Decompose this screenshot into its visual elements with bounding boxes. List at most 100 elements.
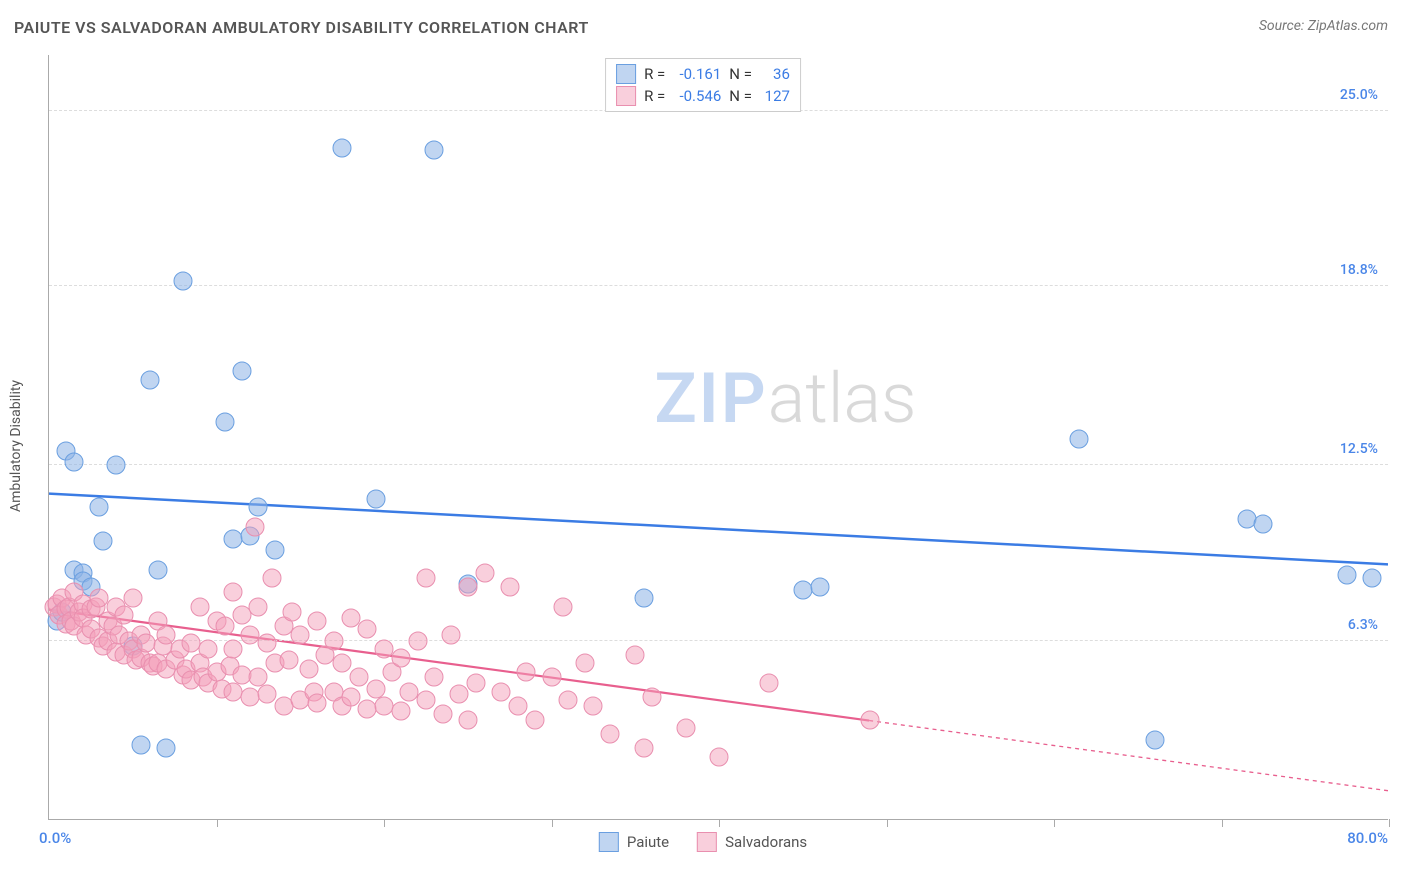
r-value: -0.546 [671, 87, 721, 105]
r-label: R = [644, 87, 665, 105]
paiute-point [232, 362, 251, 381]
paiute-point [157, 739, 176, 758]
paiute-point [333, 138, 352, 157]
y-tick-label: 18.8% [1340, 262, 1378, 278]
salvadoran-point [467, 674, 486, 693]
paiute-point [93, 532, 112, 551]
salvadoran-point [341, 688, 360, 707]
x-tick [1389, 819, 1390, 827]
salvadoran-point [542, 668, 561, 687]
salvadoran-point [442, 625, 461, 644]
salvadoran-point [710, 747, 729, 766]
x-tick [1222, 819, 1223, 827]
legend-swatch-icon [616, 86, 636, 106]
salvadoran-point [416, 569, 435, 588]
x-axis-min-label: 0.0% [39, 829, 71, 847]
y-tick-label: 12.5% [1340, 441, 1378, 457]
paiute-point [1254, 515, 1273, 534]
salvadoran-point [416, 691, 435, 710]
x-tick [384, 819, 385, 827]
x-tick [1054, 819, 1055, 827]
salvadoran-point [554, 597, 573, 616]
salvadoran-point [458, 577, 477, 596]
paiute-point [224, 529, 243, 548]
salvadoran-point [509, 696, 528, 715]
salvadoran-point [475, 563, 494, 582]
salvadoran-point [450, 685, 469, 704]
correlation-legend: R =-0.161N =36R =-0.546N =127 [605, 58, 801, 112]
n-value: 36 [758, 65, 790, 83]
salvadoran-point [634, 739, 653, 758]
legend-label: Paiute [627, 833, 669, 851]
n-label: N = [729, 65, 752, 83]
salvadoran-point [626, 645, 645, 664]
n-value: 127 [758, 87, 790, 105]
paiute-point [107, 455, 126, 474]
salvadoran-point [860, 710, 879, 729]
trend-line-extrapolated [869, 721, 1388, 791]
salvadoran-point [341, 608, 360, 627]
salvadoran-point [333, 654, 352, 673]
series-legend: Paiute Salvadorans [599, 832, 807, 852]
salvadoran-point [525, 710, 544, 729]
salvadoran-point [408, 631, 427, 650]
salvadoran-point [299, 659, 318, 678]
paiute-point [65, 453, 84, 472]
paiute-point [174, 271, 193, 290]
salvadoran-point [584, 696, 603, 715]
gridline [49, 464, 1388, 465]
salvadoran-point [257, 685, 276, 704]
x-axis-max-label: 80.0% [1347, 829, 1388, 847]
salvadoran-point [190, 597, 209, 616]
chart-title: PAIUTE VS SALVADORAN AMBULATORY DISABILI… [14, 18, 589, 37]
paiute-point [266, 540, 285, 559]
salvadoran-point [358, 699, 377, 718]
r-label: R = [644, 65, 665, 83]
paiute-point [1363, 569, 1382, 588]
salvadoran-point [433, 705, 452, 724]
salvadoran-point [559, 691, 578, 710]
watermark-atlas: atlas [768, 358, 917, 440]
salvadoran-point [425, 668, 444, 687]
salvadoran-point [492, 682, 511, 701]
salvadoran-point [643, 688, 662, 707]
legend-swatch-icon [697, 832, 717, 852]
salvadoran-point [115, 606, 134, 625]
salvadoran-point [257, 634, 276, 653]
salvadoran-point [215, 617, 234, 636]
paiute-point [132, 736, 151, 755]
paiute-point [425, 141, 444, 160]
paiute-point [148, 560, 167, 579]
salvadoran-point [282, 603, 301, 622]
paiute-point [366, 489, 385, 508]
paiute-point [1338, 566, 1357, 585]
y-tick-label: 25.0% [1340, 87, 1378, 103]
salvadoran-point [279, 651, 298, 670]
salvadoran-point [199, 640, 218, 659]
salvadoran-point [349, 668, 368, 687]
paiute-point [1145, 730, 1164, 749]
plot-area: ZIPatlas 0.0% 80.0% 6.3%12.5%18.8%25.0% [48, 55, 1388, 820]
paiute-point [634, 589, 653, 608]
legend-item: Salvadorans [697, 832, 807, 852]
salvadoran-point [308, 693, 327, 712]
salvadoran-point [358, 620, 377, 639]
legend-swatch-icon [599, 832, 619, 852]
legend-row: R =-0.161N =36 [616, 63, 790, 85]
salvadoran-point [262, 569, 281, 588]
y-tick-label: 6.3% [1348, 617, 1378, 633]
salvadoran-point [391, 648, 410, 667]
paiute-point [215, 413, 234, 432]
salvadoran-point [224, 583, 243, 602]
salvadoran-point [576, 654, 595, 673]
salvadoran-point [308, 611, 327, 630]
legend-row: R = -0.546 N = 127 [616, 85, 790, 107]
salvadoran-point [224, 640, 243, 659]
x-tick [887, 819, 888, 827]
salvadoran-point [391, 702, 410, 721]
x-tick [552, 819, 553, 827]
paiute-point [1070, 430, 1089, 449]
watermark-zip: ZIP [654, 358, 767, 440]
n-label: N = [729, 87, 752, 105]
x-tick [719, 819, 720, 827]
